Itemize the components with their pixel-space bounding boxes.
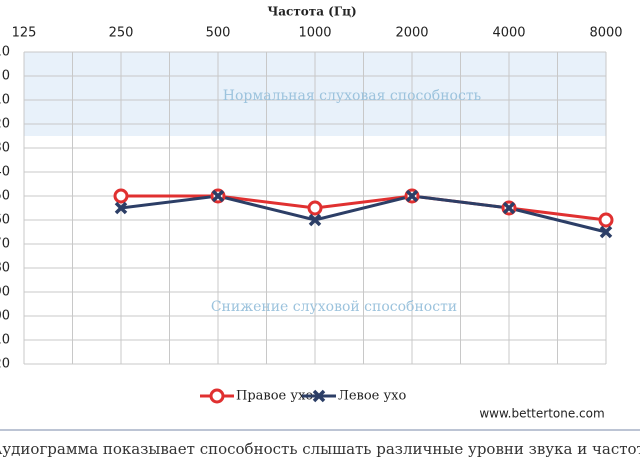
marker [599,225,613,239]
series-line [120,194,607,234]
marker-stroke [114,201,128,215]
y-tick-label: 40 [0,165,10,180]
marker [211,189,225,203]
marker-stroke [308,213,322,227]
marker [308,213,322,227]
marker [113,188,129,204]
y-tick-label: 110 [0,333,10,348]
marker [307,200,323,216]
x-tick-label: 250 [109,26,134,41]
marker [502,201,516,215]
y-tick-label: 20 [0,117,10,132]
y-tick-label: 30 [0,141,10,156]
marker-stroke [405,189,419,203]
zone-label: Снижение слуховой способности [211,299,457,315]
y-tick-label: 10 [0,93,10,108]
marker-stroke [312,389,326,403]
y-tick-label: -10 [0,45,10,60]
marker [209,388,225,404]
y-tick-label: 60 [0,213,10,228]
y-tick-label: 80 [0,261,10,276]
marker [405,189,419,203]
series-line [121,194,607,222]
y-tick-label: 70 [0,237,10,252]
marker-stroke [502,201,516,215]
legend-label: Левое ухо [338,389,406,404]
marker-stroke [211,189,225,203]
marker-stroke [599,225,613,239]
zone-label: Нормальная слуховая способность [223,88,482,104]
y-tick-label: 50 [0,189,10,204]
marker [114,201,128,215]
x-tick-label: 500 [206,26,231,41]
y-tick-label: 90 [0,285,10,300]
y-tick-label: 0 [2,69,10,84]
x-tick-label: 8000 [589,26,622,41]
y-tick-label: 100 [0,309,10,324]
marker [312,389,326,403]
chart-title: Частота (Гц) [267,5,356,19]
marker [598,212,614,228]
legend-label: Правое ухо [236,389,313,404]
caption: Аудиограмма показывает способность слыша… [0,440,640,458]
y-tick-label: 120 [0,357,10,372]
x-tick-label: 125 [12,26,37,41]
x-tick-label: 4000 [492,26,525,41]
x-tick-label: 2000 [395,26,428,41]
source: www.bettertone.com [479,407,604,421]
x-tick-label: 1000 [298,26,331,41]
